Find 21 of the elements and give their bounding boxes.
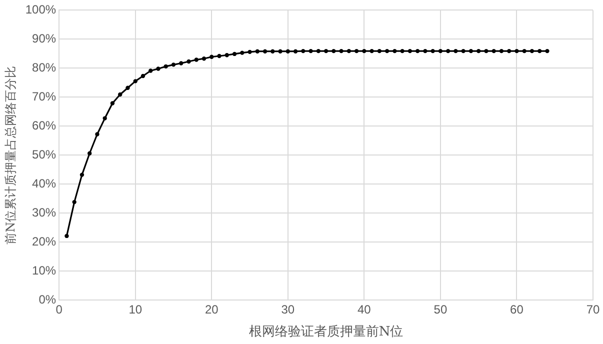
y-tick-label: 90% (32, 31, 56, 46)
y-tick-label: 80% (32, 60, 56, 74)
x-tick-label: 30 (281, 302, 295, 317)
x-axis-title: 根网络验证者质押量前N位 (248, 324, 404, 340)
y-tick-label: 10% (32, 263, 56, 278)
x-tick-label: 70 (586, 302, 600, 317)
y-axis-title: 前N位累计质押量占总网络百分比 (3, 66, 18, 244)
x-tick-label: 0 (56, 302, 63, 317)
y-tick-label: 40% (32, 176, 56, 190)
x-tick-label: 20 (204, 302, 219, 317)
y-tick-label: 60% (32, 118, 56, 132)
x-tick-label: 50 (434, 302, 448, 317)
y-tick-label: 100% (25, 2, 56, 17)
x-tick-label: 60 (510, 302, 524, 317)
y-tick-label: 0% (38, 292, 56, 306)
y-tick-label: 70% (32, 89, 56, 104)
y-tick-label: 50% (32, 147, 56, 162)
x-tick-label: 40 (358, 302, 372, 317)
y-tick-label: 30% (32, 205, 56, 220)
x-tick-label: 10 (128, 302, 142, 317)
y-tick-label: 20% (32, 234, 56, 248)
